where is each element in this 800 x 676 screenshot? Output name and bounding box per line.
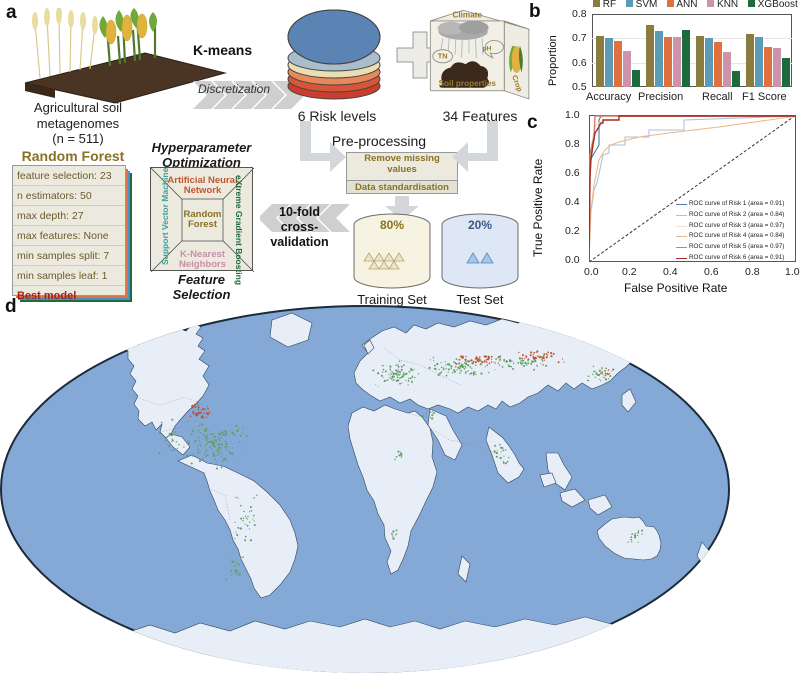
svg-text:20%: 20%	[468, 218, 492, 232]
svg-text:TN: TN	[438, 52, 448, 61]
svg-text:pH: pH	[483, 45, 492, 52]
svg-text:Soil properties: Soil properties	[439, 79, 497, 88]
svg-text:Climate: Climate	[452, 11, 482, 20]
svg-text:80%: 80%	[380, 218, 404, 232]
